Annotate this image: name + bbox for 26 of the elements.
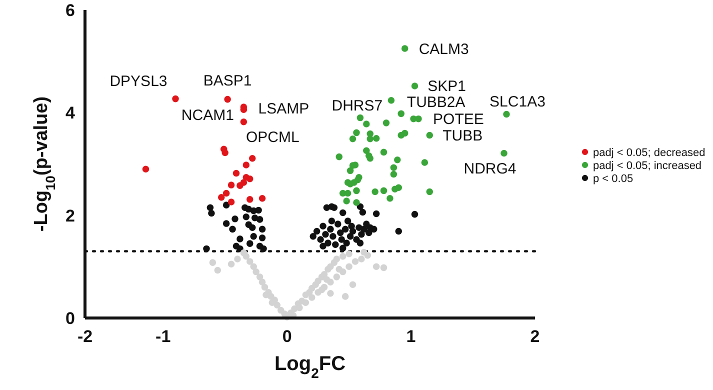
annotation: LSAMP <box>258 100 310 118</box>
annotation: TUBB <box>442 128 483 145</box>
legend-label: padj < 0.05; decreased <box>593 146 706 159</box>
annotation: TUBB2A <box>406 94 466 111</box>
x-tick-label: 0 <box>282 327 292 346</box>
annotation: NCAM1 <box>181 106 234 124</box>
annotation: DPYSL3 <box>110 73 168 90</box>
x-tick-label: 1 <box>406 327 416 346</box>
annotation: OPCML <box>246 129 300 146</box>
annotation: BASP1 <box>203 72 252 90</box>
annotation: DHRS7 <box>332 98 383 115</box>
annotation: SKP1 <box>428 78 466 96</box>
annotation: CALM3 <box>418 40 469 58</box>
legend-label: p < 0.05 <box>593 172 634 185</box>
annotation: NDRG4 <box>464 160 516 178</box>
y-tick-label: 6 <box>66 0 75 20</box>
legend-label: padj < 0.05; increased <box>593 160 702 172</box>
x-tick-label: -2 <box>77 327 93 346</box>
x-tick-label: 2 <box>530 327 540 346</box>
y-tick-label: 0 <box>66 308 75 328</box>
y-tick-label: 4 <box>66 104 76 123</box>
y-tick-label: 2 <box>66 206 75 226</box>
annotation: POTEE <box>433 111 484 128</box>
x-tick-label: -1 <box>156 327 171 346</box>
x-axis-title: Log$_{2}$FC <box>274 353 346 381</box>
annotation: SLC1A3 <box>490 93 546 110</box>
